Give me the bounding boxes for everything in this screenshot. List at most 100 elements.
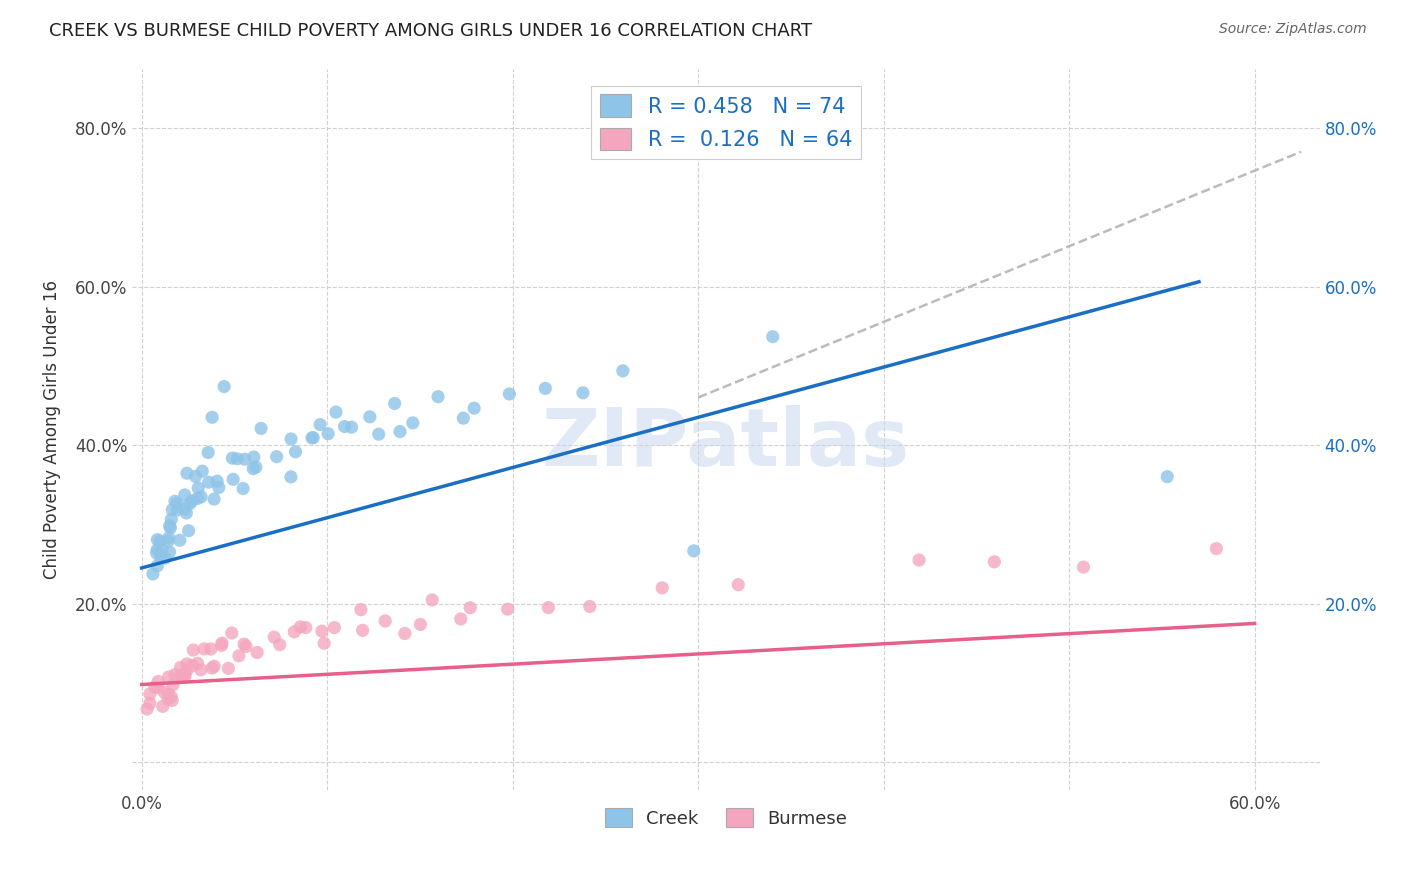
Point: [280, 432, 302, 446]
Text: Source: ZipAtlas.com: Source: ZipAtlas.com: [1219, 22, 1367, 37]
Point: [160, 690, 183, 704]
Point: [190, 490, 212, 504]
Point: [205, 474, 228, 488]
Point: [152, 699, 174, 714]
Point: [174, 667, 197, 681]
Point: [159, 545, 181, 559]
Point: [169, 533, 191, 548]
Legend: Creek, Burmese: Creek, Burmese: [598, 801, 855, 835]
Point: [250, 421, 273, 435]
Point: [409, 617, 432, 632]
Point: [146, 681, 169, 695]
Point: [139, 687, 162, 701]
Point: [908, 553, 931, 567]
Point: [146, 558, 169, 573]
Point: [578, 599, 600, 614]
Point: [187, 481, 209, 495]
Point: [245, 460, 267, 475]
Point: [202, 659, 225, 673]
Point: [173, 488, 195, 502]
Point: [136, 702, 159, 716]
Point: [162, 503, 184, 517]
Point: [453, 411, 475, 425]
Point: [226, 451, 249, 466]
Point: [246, 646, 269, 660]
Point: [139, 696, 162, 710]
Point: [316, 426, 339, 441]
Point: [193, 642, 215, 657]
Point: [179, 497, 201, 511]
Point: [181, 658, 204, 673]
Point: [143, 680, 166, 694]
Point: [496, 602, 519, 616]
Point: [172, 668, 194, 682]
Point: [163, 667, 186, 681]
Point: [388, 425, 411, 439]
Point: [367, 427, 389, 442]
Point: [394, 626, 416, 640]
Point: [498, 387, 520, 401]
Point: [208, 480, 231, 494]
Point: [427, 390, 450, 404]
Point: [173, 502, 195, 516]
Point: [170, 671, 193, 685]
Point: [157, 687, 180, 701]
Point: [612, 364, 634, 378]
Point: [384, 396, 406, 410]
Point: [146, 533, 169, 547]
Point: [197, 475, 219, 490]
Point: [201, 661, 224, 675]
Point: [190, 663, 212, 677]
Point: [202, 491, 225, 506]
Point: [1073, 560, 1095, 574]
Point: [266, 450, 288, 464]
Point: [221, 451, 243, 466]
Point: [243, 450, 266, 464]
Point: [302, 431, 325, 445]
Point: [420, 593, 443, 607]
Point: [233, 637, 256, 651]
Point: [166, 496, 188, 510]
Point: [463, 401, 485, 416]
Point: [263, 630, 285, 644]
Point: [727, 577, 749, 591]
Point: [146, 542, 169, 557]
Point: [187, 491, 209, 506]
Point: [280, 470, 302, 484]
Point: [156, 692, 179, 706]
Point: [145, 546, 167, 560]
Y-axis label: Child Poverty Among Girls Under 16: Child Poverty Among Girls Under 16: [44, 280, 60, 579]
Point: [1156, 469, 1178, 483]
Point: [228, 648, 250, 663]
Point: [176, 506, 198, 520]
Point: [350, 602, 373, 616]
Text: ZIPatlas: ZIPatlas: [541, 405, 910, 483]
Point: [162, 678, 184, 692]
Point: [149, 534, 172, 549]
Text: CREEK VS BURMESE CHILD POVERTY AMONG GIRLS UNDER 16 CORRELATION CHART: CREEK VS BURMESE CHILD POVERTY AMONG GIR…: [49, 22, 813, 40]
Point: [169, 669, 191, 683]
Point: [762, 329, 785, 343]
Point: [150, 542, 173, 557]
Point: [269, 638, 291, 652]
Point: [374, 614, 396, 628]
Point: [176, 657, 198, 671]
Point: [176, 467, 198, 481]
Point: [221, 626, 243, 640]
Point: [201, 410, 224, 425]
Point: [450, 612, 472, 626]
Point: [651, 581, 673, 595]
Point: [295, 621, 318, 635]
Point: [184, 469, 207, 483]
Point: [242, 461, 264, 475]
Point: [160, 512, 183, 526]
Point: [176, 664, 198, 678]
Point: [534, 381, 557, 395]
Point: [142, 566, 165, 581]
Point: [314, 636, 336, 650]
Point: [572, 385, 595, 400]
Point: [169, 660, 191, 674]
Point: [157, 670, 180, 684]
Point: [222, 472, 245, 486]
Point: [235, 640, 257, 654]
